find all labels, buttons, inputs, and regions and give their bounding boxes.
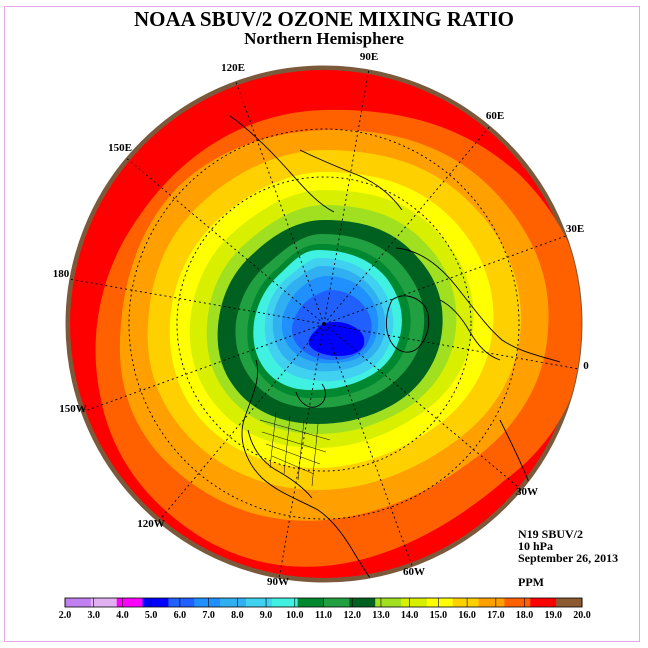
meridian-line <box>323 323 579 370</box>
coast-hudson <box>295 383 326 408</box>
coast-siberia <box>299 149 403 211</box>
meridian-line <box>323 69 370 325</box>
colorbar-tick-label: 8.0 <box>231 610 244 621</box>
colorbar-tick-label: 6.0 <box>174 610 187 621</box>
coast-mexico <box>247 429 313 499</box>
longitude-label: 30W <box>516 486 538 498</box>
longitude-label: 90W <box>267 576 289 588</box>
colorbar-tick-label: 7.0 <box>202 610 215 621</box>
colorbar-swatch <box>426 598 454 607</box>
colorbar-tick-label: 18.0 <box>516 610 534 621</box>
info-units: PPM <box>518 575 544 589</box>
colorbar-tick-label: 10.0 <box>286 610 304 621</box>
figure-frame <box>4 6 640 642</box>
meridian-line <box>157 323 325 522</box>
colorbar-tick-label: 4.0 <box>116 610 129 621</box>
longitude-label: 120W <box>137 518 165 530</box>
graticule <box>69 69 579 579</box>
longitude-labels: 90E 60E 30E 0 30W 60W 90W 120W 150W 180 150E 120E <box>53 51 590 588</box>
meridian-line <box>323 323 522 491</box>
map-title: NOAA SBUV/2 OZONE MIXING RATIO <box>134 7 514 31</box>
colorbar-swatch <box>504 598 531 607</box>
coast-north-america <box>241 359 371 579</box>
longitude-label: 0 <box>583 360 589 372</box>
colorbar-tick-label: 13.0 <box>372 610 390 621</box>
info-instrument: N19 SBUV/2 <box>518 527 584 541</box>
colorbar: 2.0 3.0 4.0 5.0 6.0 7.0 8.0 9.0 10.0 11.0 12.0 13.0… <box>59 597 591 621</box>
colorbar-swatch <box>452 598 480 607</box>
colorbar-tick-label: 14.0 <box>401 610 419 621</box>
coastlines <box>229 115 561 579</box>
coast-greenland <box>385 295 430 353</box>
colorbar-tick-label: 2.0 <box>59 610 72 621</box>
longitude-label: 150E <box>108 142 132 154</box>
longitude-label: 30E <box>566 223 584 235</box>
colorbar-tick-label: 9.0 <box>260 610 273 621</box>
colorbar-tick-label: 20.0 <box>573 610 591 621</box>
colorbar-swatch <box>271 598 299 607</box>
colorbar-swatch <box>116 598 144 607</box>
lat-circle-60 <box>176 176 472 472</box>
colorbar-swatch <box>220 598 247 607</box>
colorbar-swatch <box>530 598 557 607</box>
colorbar-tick-label: 15.0 <box>430 610 448 621</box>
meridian-line <box>126 157 325 325</box>
colorbar-tick-label: 16.0 <box>458 610 476 621</box>
meridians <box>69 69 579 579</box>
colorbar-tick-label: 5.0 <box>145 610 158 621</box>
meridian-line <box>69 278 325 325</box>
colorbar-swatch <box>245 598 273 607</box>
longitude-label: 120E <box>221 62 245 74</box>
longitude-label: 60W <box>403 566 425 578</box>
info-date: September 26, 2013 <box>518 551 619 565</box>
colorbar-tick-label: 17.0 <box>487 610 505 621</box>
map-outline <box>65 65 583 583</box>
colorbar-tick-label: 3.0 <box>87 610 100 621</box>
colorbar-swatch <box>323 598 350 607</box>
info-level: 10 hPa <box>518 539 554 553</box>
colorbar-tick-label: 12.0 <box>343 610 361 621</box>
colorbar-swatch <box>556 598 583 607</box>
colorbar-swatch <box>65 598 92 607</box>
colorbar-swatch <box>142 598 169 607</box>
longitude-label: 90E <box>360 51 378 63</box>
colorbar-swatch <box>194 598 221 607</box>
colorbar-swatch <box>90 598 118 607</box>
longitude-label: 150W <box>59 403 87 415</box>
lat-circle-45 <box>128 128 520 520</box>
colorbar-tick-label: 11.0 <box>315 610 332 621</box>
colorbar-swatch <box>478 598 505 607</box>
colorbar-swatch <box>297 598 324 607</box>
longitude-label: 60E <box>486 110 504 122</box>
colorbar-tick-label: 19.0 <box>545 610 563 621</box>
colorbar-swatch <box>349 598 376 607</box>
map-subtitle: Northern Hemisphere <box>244 29 404 48</box>
colorbar-swatch <box>375 598 402 607</box>
colorbar-swatch <box>168 598 195 607</box>
colorbar-swatch <box>401 598 428 607</box>
us-states <box>259 411 331 487</box>
coast-europe <box>439 299 501 361</box>
coast-eurasia <box>395 247 561 363</box>
longitude-label: 180 <box>53 268 70 280</box>
meridian-line <box>323 126 491 325</box>
coast-asia-east <box>229 115 335 213</box>
meridian-line <box>278 323 325 579</box>
